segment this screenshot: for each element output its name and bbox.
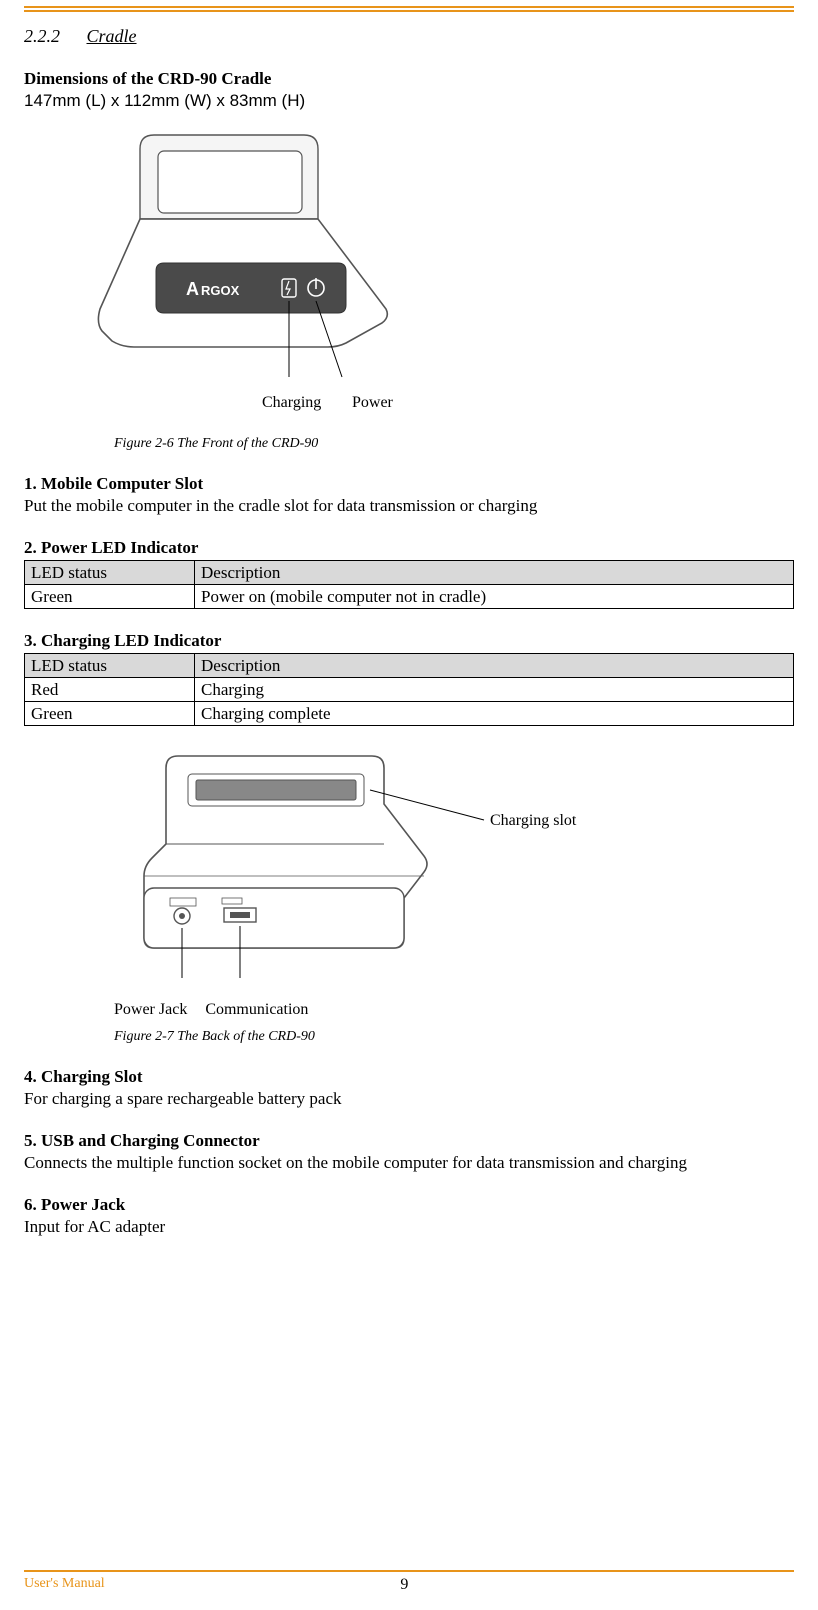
item-4-body: For charging a spare rechargeable batter… <box>24 1089 794 1109</box>
table-header-cell: LED status <box>25 561 195 585</box>
cradle-front-svg: A RGOX <box>94 129 394 389</box>
front-label-charging: Charging <box>262 394 321 412</box>
cradle-back-svg: Charging slot <box>124 748 584 988</box>
back-label-communication: Communication <box>205 1001 308 1018</box>
figure-back-cradle: Charging slot <box>124 748 794 993</box>
back-label-power-jack: Power Jack <box>114 1001 187 1018</box>
item-5-body: Connects the multiple function socket on… <box>24 1153 794 1173</box>
item-1-heading: 1. Mobile Computer Slot <box>24 474 794 494</box>
dimensions-value: 147mm (L) x 112mm (W) x 83mm (H) <box>24 91 794 111</box>
table-cell: Red <box>25 678 195 702</box>
section-heading: 2.2.2 Cradle <box>24 26 794 47</box>
figure-back-caption: Figure 2-7 The Back of the CRD-90 <box>114 1029 794 1045</box>
item-2-heading: 2. Power LED Indicator <box>24 538 794 558</box>
item-4-heading: 4. Charging Slot <box>24 1067 794 1087</box>
table-cell: Charging <box>195 678 794 702</box>
charging-led-table: LED status Description Red Charging Gree… <box>24 653 794 726</box>
section-number: 2.2.2 <box>24 26 60 47</box>
table-header-cell: Description <box>195 561 794 585</box>
footer-spacer <box>704 1576 794 1594</box>
figure-front-caption: Figure 2-6 The Front of the CRD-90 <box>114 436 794 452</box>
footer-page-number: 9 <box>105 1576 704 1594</box>
table-header-cell: LED status <box>25 654 195 678</box>
back-label-charging-slot: Charging slot <box>490 812 577 829</box>
item-5-heading: 5. USB and Charging Connector <box>24 1131 794 1151</box>
dimensions-heading: Dimensions of the CRD-90 Cradle <box>24 69 794 89</box>
table-header-row: LED status Description <box>25 561 794 585</box>
table-cell: Charging complete <box>195 702 794 726</box>
footer-manual-label: User's Manual <box>24 1576 105 1594</box>
item-6-body: Input for AC adapter <box>24 1217 794 1237</box>
item-1-body: Put the mobile computer in the cradle sl… <box>24 496 794 516</box>
table-row: Green Charging complete <box>25 702 794 726</box>
table-cell: Green <box>25 702 195 726</box>
back-labels-row: Power Jack Communication <box>114 1001 794 1019</box>
figure-front-cradle: A RGOX Charging Power <box>94 129 794 422</box>
item-6-heading: 6. Power Jack <box>24 1195 794 1215</box>
footer-rule <box>24 1570 794 1572</box>
table-header-cell: Description <box>195 654 794 678</box>
table-cell: Power on (mobile computer not in cradle) <box>195 585 794 609</box>
section-title: Cradle <box>87 26 137 46</box>
table-row: Green Power on (mobile computer not in c… <box>25 585 794 609</box>
table-row: Red Charging <box>25 678 794 702</box>
item-3-heading: 3. Charging LED Indicator <box>24 631 794 651</box>
power-led-table: LED status Description Green Power on (m… <box>24 560 794 609</box>
table-cell: Green <box>25 585 195 609</box>
svg-text:RGOX: RGOX <box>201 283 240 298</box>
front-label-power: Power <box>352 394 393 412</box>
brand-label: A <box>186 279 199 299</box>
table-header-row: LED status Description <box>25 654 794 678</box>
top-horizontal-rule <box>24 6 794 12</box>
page-footer: User's Manual 9 <box>24 1570 794 1594</box>
